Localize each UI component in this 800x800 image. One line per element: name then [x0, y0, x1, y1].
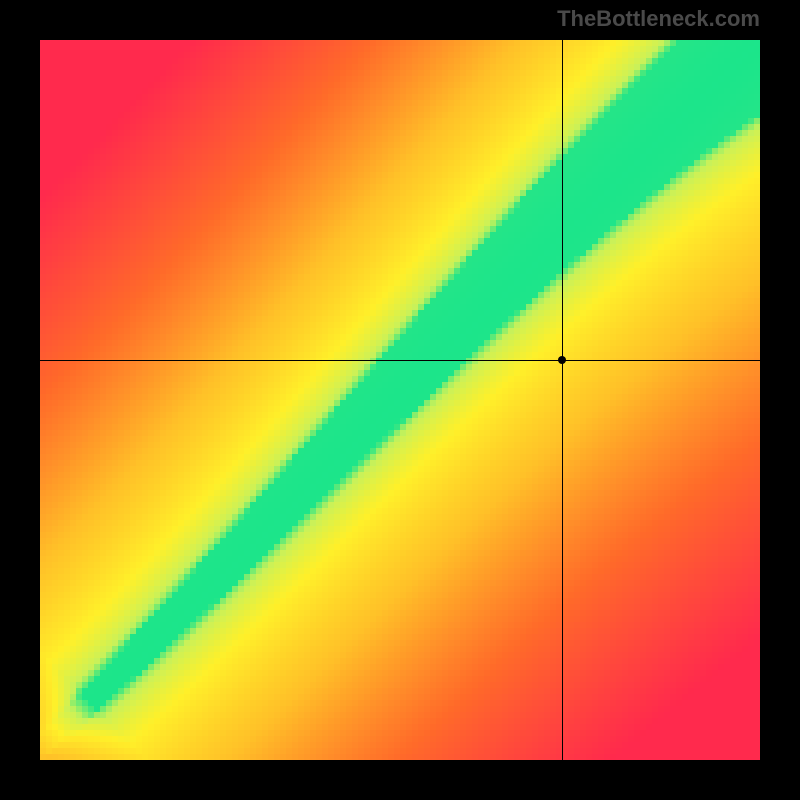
bottleneck-heatmap	[40, 40, 760, 760]
crosshair-horizontal	[40, 360, 760, 361]
watermark-text: TheBottleneck.com	[557, 6, 760, 32]
crosshair-vertical	[562, 40, 563, 760]
chart-container: TheBottleneck.com	[0, 0, 800, 800]
